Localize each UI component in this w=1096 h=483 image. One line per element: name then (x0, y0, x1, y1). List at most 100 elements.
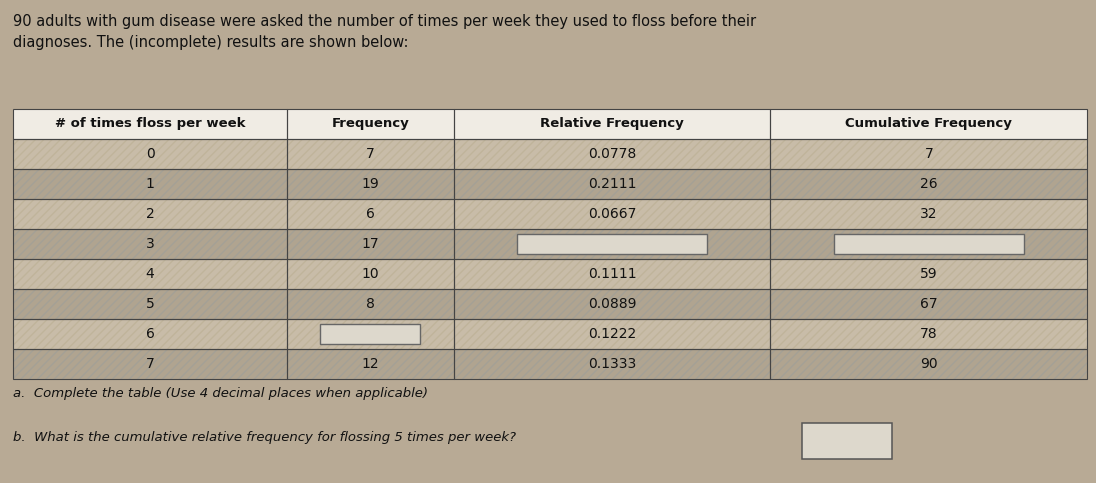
Bar (770, 169, 1087, 199)
Bar (454, 349, 770, 379)
Bar (13, 289, 287, 319)
Bar (770, 259, 1087, 289)
Bar (454, 139, 770, 169)
Bar (13, 169, 287, 199)
Bar (770, 109, 1087, 139)
Bar (454, 349, 770, 379)
Bar (454, 289, 770, 319)
Bar (287, 349, 454, 379)
Bar (454, 109, 770, 139)
Bar (454, 259, 770, 289)
Bar (13, 109, 287, 139)
Text: Relative Frequency: Relative Frequency (540, 117, 684, 130)
Bar (770, 349, 1087, 379)
Bar (770, 229, 1087, 259)
Bar (287, 259, 454, 289)
Text: 1: 1 (146, 177, 155, 191)
Bar (13, 229, 287, 259)
Bar (13, 229, 287, 259)
Bar (320, 324, 420, 344)
Bar (13, 109, 287, 139)
Bar (287, 169, 454, 199)
Bar (287, 109, 454, 139)
Bar (287, 319, 454, 349)
Bar (287, 199, 454, 229)
Bar (287, 199, 454, 229)
Text: a.  Complete the table (Use 4 decimal places when applicable): a. Complete the table (Use 4 decimal pla… (13, 387, 429, 400)
Bar (13, 169, 287, 199)
Text: 0.0778: 0.0778 (587, 147, 636, 161)
Bar (13, 199, 287, 229)
Bar (454, 199, 770, 229)
Bar (13, 199, 287, 229)
Bar (13, 349, 287, 379)
Bar (13, 139, 287, 169)
Bar (454, 319, 770, 349)
Text: 7: 7 (366, 147, 375, 161)
Bar (13, 319, 287, 349)
Bar (287, 259, 454, 289)
Bar (13, 139, 287, 169)
Bar (454, 289, 770, 319)
Bar (287, 199, 454, 229)
Bar (13, 259, 287, 289)
Bar (287, 229, 454, 259)
Bar (770, 289, 1087, 319)
Text: 59: 59 (920, 267, 937, 281)
Bar (770, 319, 1087, 349)
Bar (287, 349, 454, 379)
Bar (770, 319, 1087, 349)
Bar (454, 229, 770, 259)
Text: Cumulative Frequency: Cumulative Frequency (845, 117, 1013, 130)
Text: 0.2111: 0.2111 (587, 177, 636, 191)
Text: 6: 6 (146, 327, 155, 341)
Bar (13, 139, 287, 169)
Text: 10: 10 (362, 267, 379, 281)
Bar (287, 349, 454, 379)
Bar (454, 169, 770, 199)
Bar (287, 169, 454, 199)
Bar (13, 259, 287, 289)
Text: 0: 0 (146, 147, 155, 161)
Text: Frequency: Frequency (331, 117, 409, 130)
Bar (454, 289, 770, 319)
Bar (770, 199, 1087, 229)
Bar (287, 169, 454, 199)
Bar (770, 199, 1087, 229)
Text: 67: 67 (920, 297, 937, 311)
Text: 26: 26 (920, 177, 937, 191)
Bar (770, 169, 1087, 199)
Bar (454, 349, 770, 379)
Bar (287, 319, 454, 349)
Bar (454, 229, 770, 259)
Text: 8: 8 (366, 297, 375, 311)
Text: 19: 19 (362, 177, 379, 191)
Bar (802, 423, 892, 459)
Bar (287, 229, 454, 259)
Text: 0.1111: 0.1111 (587, 267, 637, 281)
Text: 5: 5 (146, 297, 155, 311)
Text: 32: 32 (920, 207, 937, 221)
Bar (454, 139, 770, 169)
Bar (454, 319, 770, 349)
Bar (13, 199, 287, 229)
Bar (517, 234, 707, 254)
Text: 7: 7 (146, 357, 155, 371)
Bar (454, 139, 770, 169)
Bar (454, 259, 770, 289)
Bar (770, 229, 1087, 259)
Bar (770, 139, 1087, 169)
Bar (454, 319, 770, 349)
Bar (13, 349, 287, 379)
Bar (770, 229, 1087, 259)
Bar (13, 319, 287, 349)
Text: 0.0667: 0.0667 (587, 207, 636, 221)
Text: 0.1222: 0.1222 (587, 327, 636, 341)
Bar (770, 259, 1087, 289)
Bar (287, 139, 454, 169)
Bar (834, 234, 1024, 254)
Bar (454, 169, 770, 199)
Bar (13, 259, 287, 289)
Text: 0.1333: 0.1333 (587, 357, 636, 371)
Text: 17: 17 (362, 237, 379, 251)
